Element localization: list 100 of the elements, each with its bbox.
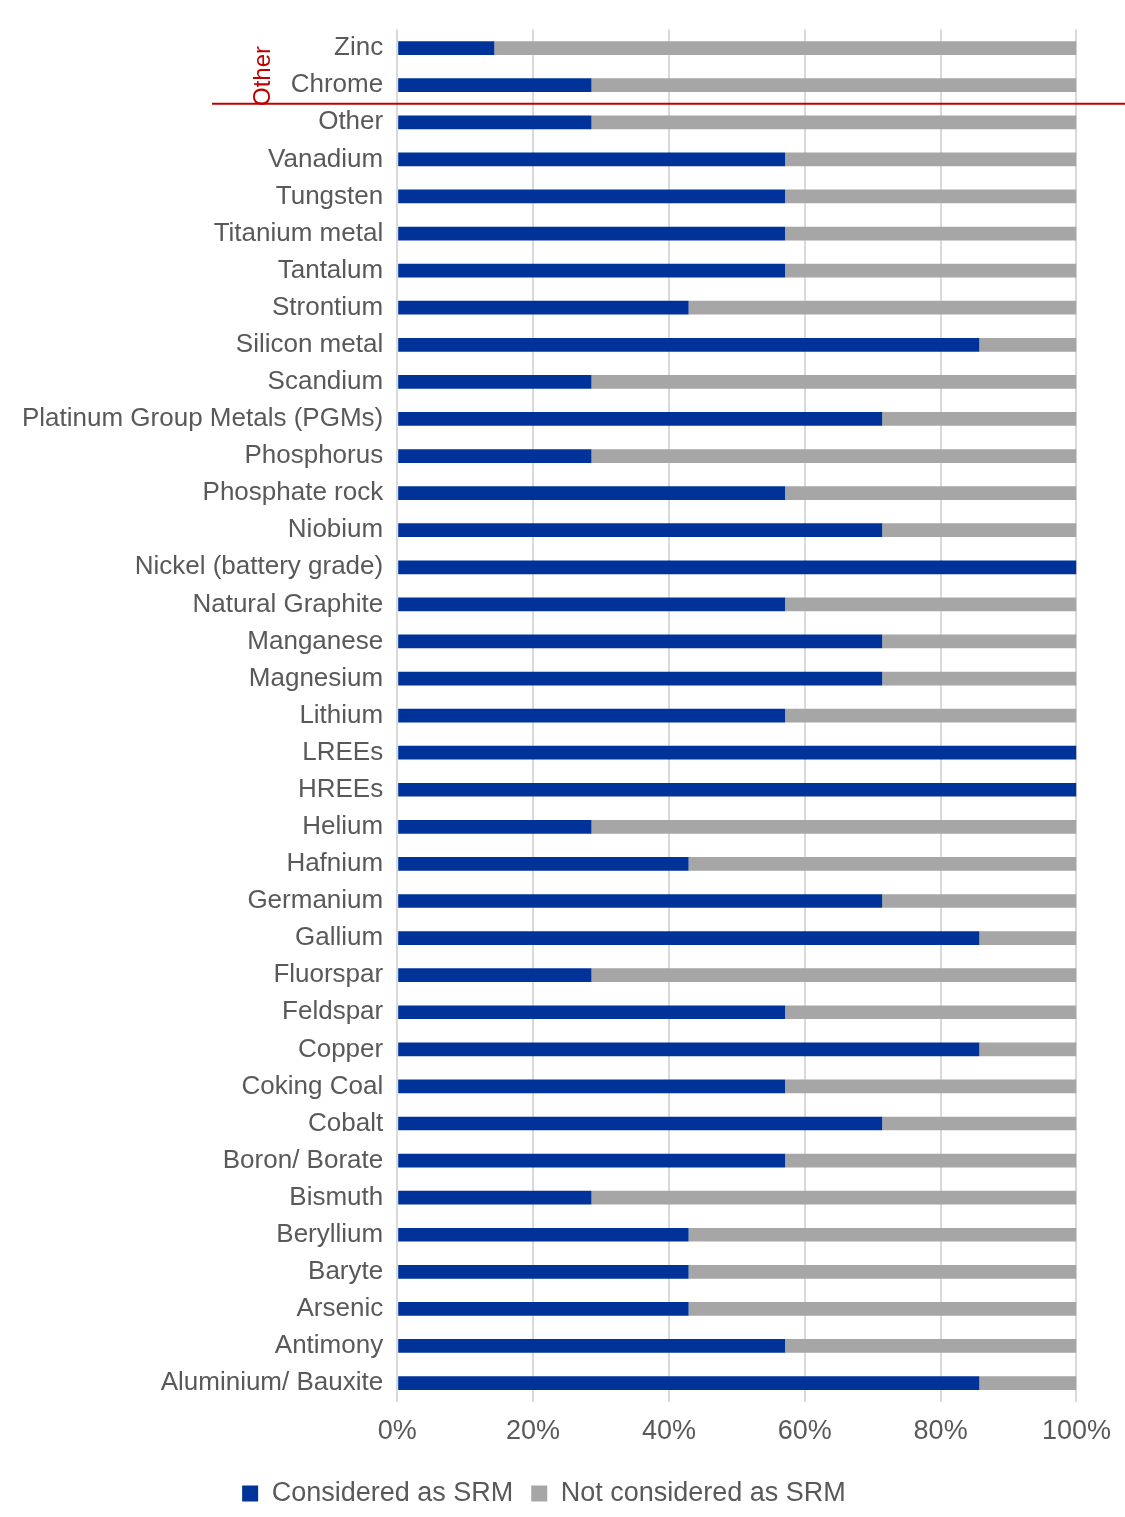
y-tick-label: Cobalt	[308, 1106, 384, 1137]
bar	[882, 1116, 1077, 1131]
y-tick-label: Nickel (battery grade)	[134, 550, 384, 581]
y-tick-label: Lithium	[299, 698, 384, 729]
bar	[688, 1264, 1077, 1279]
y-tick-label: LREEs	[302, 735, 384, 766]
y-tick-label: HREEs	[297, 772, 384, 803]
y-tick-label: Zinc	[334, 31, 384, 62]
bar	[785, 597, 1077, 612]
bar	[398, 337, 980, 352]
bar	[398, 1079, 786, 1094]
bar	[398, 745, 1077, 760]
bar	[398, 189, 786, 204]
bar	[591, 375, 1077, 389]
bar	[882, 894, 1077, 908]
bar	[785, 226, 1077, 241]
bar	[398, 1302, 689, 1316]
bar	[785, 189, 1077, 204]
bar	[398, 931, 980, 945]
bar	[688, 857, 1077, 871]
y-tick-label: Phosphate rock	[202, 476, 385, 507]
bar	[785, 263, 1077, 278]
bar	[398, 449, 592, 463]
bar	[398, 375, 592, 389]
y-tick-label: Fluorspar	[273, 958, 384, 989]
bar	[494, 41, 1077, 55]
y-tick-label: Aluminium/ Bauxite	[160, 1366, 384, 1397]
x-tick-label: 40%	[641, 1415, 696, 1446]
y-tick-label: Antimony	[274, 1329, 384, 1360]
bar	[785, 1153, 1077, 1168]
bar	[398, 1005, 786, 1020]
bar	[398, 597, 786, 612]
bar	[398, 152, 786, 167]
bar	[591, 819, 1077, 834]
bar	[398, 1042, 980, 1057]
y-tick-label: Feldspar	[282, 995, 384, 1026]
bar	[979, 337, 1077, 352]
bar	[979, 1042, 1077, 1057]
y-tick-label: Boron/ Borate	[222, 1143, 384, 1174]
y-tick-label: Niobium	[287, 513, 384, 544]
bar	[398, 708, 786, 723]
y-tick-label: Tantalum	[277, 253, 384, 284]
bar	[398, 671, 883, 686]
x-tick-label: 80%	[913, 1415, 968, 1446]
bar	[882, 634, 1077, 649]
bar	[785, 152, 1077, 167]
bar	[398, 1376, 980, 1390]
bar	[785, 1339, 1077, 1353]
bar	[591, 968, 1077, 983]
y-tick-label: Baryte	[308, 1254, 384, 1285]
bar	[398, 523, 883, 538]
legend-label: Not considered as SRM	[560, 1476, 846, 1507]
legend-label: Considered as SRM	[271, 1476, 514, 1507]
bar	[398, 1227, 689, 1242]
bar	[398, 300, 689, 315]
y-tick-label: Silicon metal	[235, 327, 384, 358]
y-tick-label: Coking Coal	[241, 1069, 384, 1100]
y-tick-label: Titanium metal	[213, 216, 384, 247]
y-tick-label: Bismuth	[289, 1180, 384, 1211]
y-tick-label: Vanadium	[268, 142, 384, 173]
bar	[398, 857, 689, 871]
y-tick-label: Phosphorus	[244, 439, 384, 470]
x-tick-label: 0%	[377, 1415, 417, 1446]
x-tick-label: 100%	[1041, 1415, 1111, 1446]
bar	[979, 1376, 1077, 1390]
y-tick-label: Tungsten	[275, 179, 384, 210]
bar	[688, 1302, 1077, 1316]
bar	[979, 931, 1077, 945]
bar	[785, 708, 1077, 723]
bar	[688, 300, 1077, 315]
bar	[398, 894, 883, 908]
bar	[882, 412, 1077, 426]
x-tick-label: 60%	[777, 1415, 832, 1446]
bar	[398, 1339, 786, 1353]
bar	[785, 486, 1077, 500]
bar	[398, 560, 1077, 575]
bar	[398, 115, 592, 130]
y-tick-label: Platinum Group Metals (PGMs)	[21, 402, 384, 433]
bar	[591, 449, 1077, 463]
x-tick-label: 20%	[506, 1415, 561, 1446]
bar	[688, 1227, 1077, 1242]
bar	[882, 671, 1077, 686]
y-tick-label: Copper	[297, 1032, 384, 1063]
y-tick-label: Other	[318, 105, 384, 136]
bar	[591, 115, 1077, 130]
bar	[398, 634, 883, 649]
y-tick-label: Magnesium	[248, 661, 384, 692]
y-tick-label: Arsenic	[296, 1292, 384, 1323]
bar	[398, 968, 592, 983]
bar	[398, 412, 883, 426]
y-tick-label: Hafnium	[286, 847, 384, 878]
bar	[398, 1153, 786, 1168]
bar	[398, 1116, 883, 1131]
bar	[591, 78, 1077, 93]
y-tick-label: Manganese	[247, 624, 384, 655]
bar	[398, 486, 786, 500]
bar	[785, 1005, 1077, 1020]
bar	[882, 523, 1077, 538]
y-tick-label: Germanium	[247, 884, 384, 915]
y-tick-label: Strontium	[271, 290, 384, 321]
